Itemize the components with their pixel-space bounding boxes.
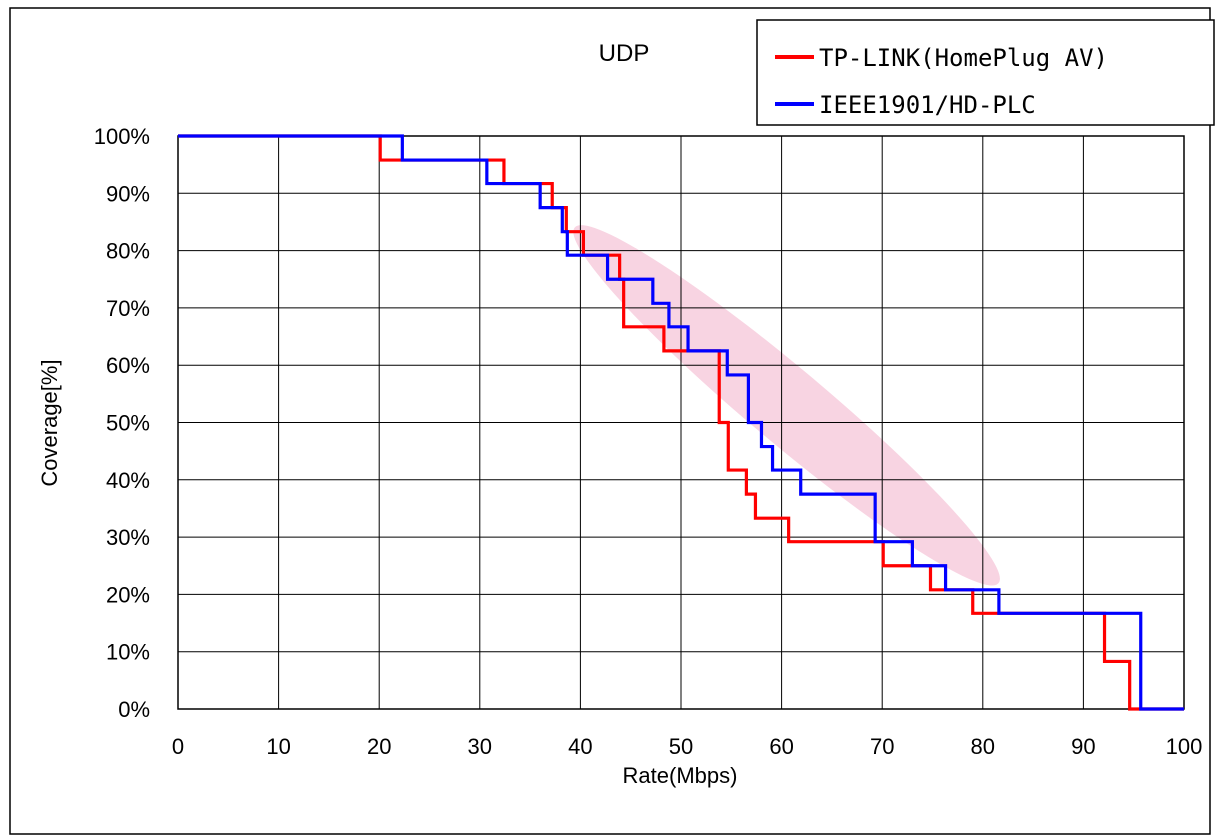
highlight-ellipse: [573, 225, 1000, 586]
y-tick-label: 30%: [106, 525, 150, 550]
y-tick-label: 10%: [106, 640, 150, 665]
x-tick-label: 70: [870, 734, 894, 759]
y-tick-label: 50%: [106, 411, 150, 436]
x-tick-label: 20: [367, 734, 391, 759]
y-tick-label: 40%: [106, 468, 150, 493]
x-tick-label: 100: [1166, 734, 1203, 759]
highlight-layer: [573, 225, 1000, 586]
legend-label-ieee1901: IEEE1901/HD-PLC: [819, 91, 1036, 119]
series-line-ieee1901: [178, 134, 1184, 711]
outer-frame: [9, 7, 1211, 835]
x-tick-label: 10: [266, 734, 290, 759]
x-tick-label: 40: [568, 734, 592, 759]
legend: TP-LINK(HomePlug AV) IEEE1901/HD-PLC: [756, 19, 1215, 126]
y-tick-label: 100%: [94, 124, 150, 149]
x-tick-label: 90: [1071, 734, 1095, 759]
x-axis-title: Rate(Mbps): [623, 763, 738, 788]
legend-label-tp-link: TP-LINK(HomePlug AV): [819, 44, 1108, 72]
y-tick-label: 70%: [106, 296, 150, 321]
x-tick-label: 50: [669, 734, 693, 759]
y-tick-label: 80%: [106, 239, 150, 264]
x-tick-label: 30: [468, 734, 492, 759]
x-tick-label: 0: [172, 734, 184, 759]
y-tick-label: 90%: [106, 181, 150, 206]
tick-layer: 0 10 20 30 40 50 60 70 80 90 100 0% 10% 20% 30% 40% 50% 6…: [94, 124, 1203, 759]
y-tick-label: 0%: [118, 697, 150, 722]
x-tick-label: 60: [769, 734, 793, 759]
legend-box: [756, 19, 1215, 126]
y-axis-title: Coverage[%]: [37, 359, 62, 486]
chart-title: UDP: [599, 40, 650, 67]
x-tick-label: 80: [971, 734, 995, 759]
series-layer: [178, 134, 1184, 711]
y-tick-label: 20%: [106, 582, 150, 607]
y-tick-label: 60%: [106, 353, 150, 378]
